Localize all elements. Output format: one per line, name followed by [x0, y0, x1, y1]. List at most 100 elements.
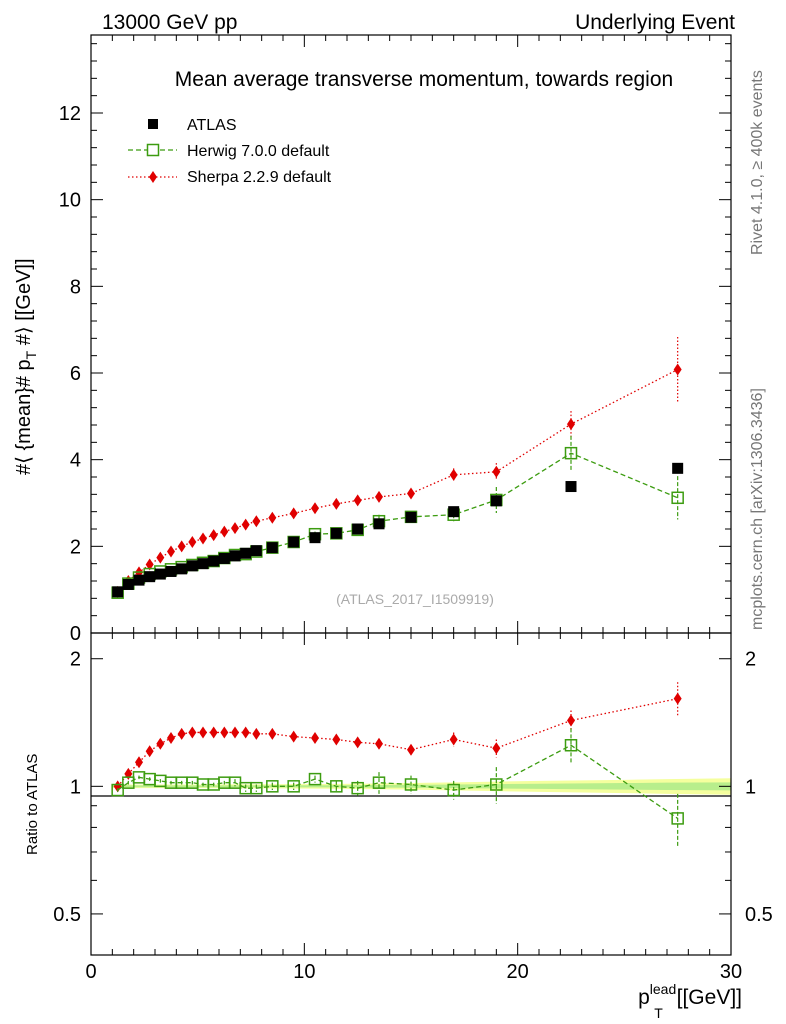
- data-point: [133, 574, 145, 586]
- ratio-frame: [90, 632, 732, 956]
- data-point: [176, 563, 188, 575]
- data-point: [220, 525, 229, 538]
- mcplots-label: mcplots.cern.ch [arXiv:1306.3436]: [749, 388, 766, 630]
- ratio-panel: 0.5 0.5 1 1 2 2 0 10 20 30 Ratio to ATLAS plead T…: [24, 632, 773, 1021]
- data-point: [490, 495, 502, 507]
- data-point: [375, 490, 383, 503]
- data-point: [330, 527, 342, 539]
- data-point: [156, 551, 165, 564]
- data-point: [352, 523, 364, 535]
- data-point: [240, 547, 252, 559]
- x-axis-label-pre: p: [638, 986, 650, 1009]
- data-point: [266, 542, 278, 554]
- data-point: [145, 745, 154, 758]
- data-point: [673, 363, 682, 376]
- x-axis-label-sub: T: [654, 1005, 663, 1021]
- data-point: [167, 545, 175, 558]
- data-point: [208, 555, 220, 567]
- main-title: Mean average transverse momentum, toward…: [175, 68, 673, 91]
- data-point: [373, 518, 385, 530]
- data-point: [490, 778, 503, 791]
- data-point: [165, 565, 177, 577]
- header-left: 13000 GeV pp: [102, 11, 237, 34]
- data-point: [492, 742, 501, 755]
- data-point: [209, 726, 218, 739]
- data-point: [231, 522, 239, 535]
- ratio-y-tick-label-left: 0.5: [53, 904, 81, 926]
- data-point: [112, 586, 124, 598]
- ratio-series-layer: [111, 682, 684, 847]
- data-point: [188, 536, 197, 548]
- main-y-tick-label: 10: [59, 190, 81, 212]
- main-y-tick-label: 8: [70, 276, 81, 298]
- ratio-y-tick-label-left: 1: [70, 776, 81, 798]
- ratio-y-tick-label-right: 2: [745, 649, 756, 671]
- data-point: [449, 468, 458, 481]
- data-point: [241, 726, 250, 739]
- data-point: [156, 737, 165, 750]
- x-tick-label: 20: [507, 961, 529, 983]
- data-point: [332, 497, 341, 510]
- main-series-layer: [111, 337, 684, 599]
- data-point: [188, 726, 197, 739]
- main-y-tick-labels: 0 2 4 6 8 10 12: [59, 103, 81, 645]
- data-point: [252, 727, 261, 740]
- data-point: [167, 732, 175, 745]
- x-tick-labels: 0 10 20 30: [85, 961, 742, 983]
- data-point: [135, 756, 143, 769]
- data-point: [353, 494, 362, 507]
- x-axis-label: plead T [[GeV]]: [638, 981, 742, 1021]
- rivet-label: Rivet 4.1.0, ≥ 400k events: [749, 70, 766, 255]
- legend-sherpa-marker: [149, 171, 157, 183]
- data-point: [199, 532, 207, 545]
- data-point: [266, 780, 279, 793]
- data-point: [287, 780, 300, 793]
- data-point: [311, 502, 319, 515]
- main-y-axis-label-post: #⟩ [[GeV]]: [13, 258, 35, 350]
- data-point: [177, 540, 186, 553]
- x-tick-label: 10: [293, 961, 315, 983]
- watermark: (ATLAS_2017_I1509919): [336, 591, 494, 607]
- data-point: [567, 418, 575, 431]
- data-point: [288, 536, 300, 548]
- series-herwig-7-0-0-default: [111, 728, 684, 847]
- data-point: [332, 733, 341, 746]
- data-point: [564, 446, 578, 460]
- ratio-y-axis-label: Ratio to ATLAS: [24, 754, 41, 855]
- data-point: [353, 736, 362, 749]
- x-axis-label-post: [[GeV]]: [671, 986, 742, 1009]
- ratio-y-tick-label-right: 1: [745, 776, 756, 798]
- data-point: [311, 732, 319, 745]
- data-point: [250, 545, 262, 557]
- data-point: [144, 571, 156, 583]
- ratio-y-tick-label-right: 0.5: [745, 904, 773, 926]
- series-atlas: [112, 462, 684, 598]
- data-point: [231, 726, 239, 739]
- data-point: [197, 558, 209, 570]
- data-point: [199, 726, 207, 739]
- data-point: [407, 743, 415, 756]
- data-point: [111, 783, 124, 797]
- data-point: [177, 727, 186, 740]
- data-point: [447, 783, 460, 797]
- main-y-tick-label: 12: [59, 103, 81, 125]
- data-point: [375, 737, 383, 750]
- main-y-axis-label: #⟨ {mean}# pT #⟩ [[GeV]]: [13, 258, 39, 475]
- data-point: [405, 511, 417, 523]
- data-point: [671, 491, 684, 505]
- data-point: [309, 532, 321, 544]
- data-point: [122, 578, 134, 590]
- legend-herwig-label: Herwig 7.0.0 default: [187, 143, 330, 160]
- main-y-axis-label-sub: T: [23, 350, 39, 359]
- x-tick-label: 0: [85, 961, 96, 983]
- legend-herwig-marker: [146, 143, 160, 157]
- data-point: [154, 568, 166, 580]
- main-y-axis-label-pre: #⟨ {mean}# p: [13, 359, 35, 475]
- data-point: [218, 552, 230, 564]
- data-point: [565, 481, 577, 493]
- data-point: [268, 727, 277, 740]
- data-point: [241, 518, 250, 531]
- data-point: [407, 487, 415, 500]
